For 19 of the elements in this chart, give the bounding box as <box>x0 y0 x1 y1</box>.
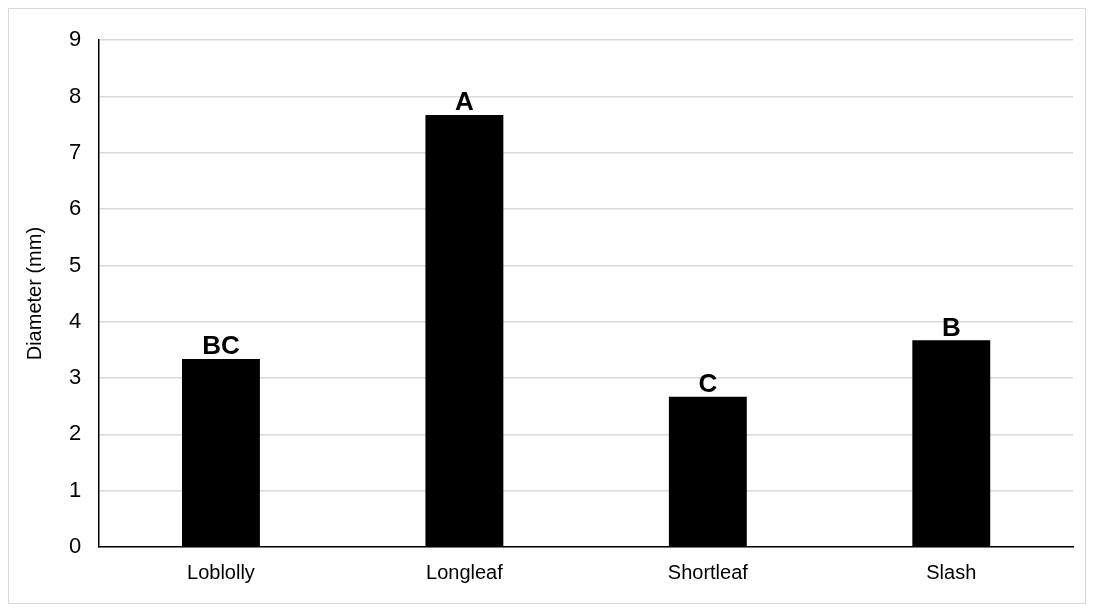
y-tick-label: 9 <box>68 26 82 52</box>
annotation: B <box>941 311 961 342</box>
annotation: BC <box>202 330 240 361</box>
y-tick-label: 1 <box>68 476 82 502</box>
y-axis-title: Diameter (mm) <box>22 226 45 361</box>
x-tick-label: Loblolly <box>187 560 255 583</box>
y-tick-label: 2 <box>68 420 82 446</box>
annotation: A <box>455 86 475 117</box>
annotation: C <box>698 367 718 398</box>
x-tick-label: Longleaf <box>426 560 504 583</box>
x-tick-label: Slash <box>926 560 977 583</box>
y-tick-label: 3 <box>68 364 82 390</box>
y-tick-label: 8 <box>68 82 82 108</box>
y-tick-label: 5 <box>68 251 82 277</box>
x-tick-label: Shortleaf <box>667 560 749 583</box>
y-tick-label: 7 <box>68 138 82 164</box>
y-tick-label: 0 <box>68 533 82 559</box>
y-tick-label: 6 <box>68 195 82 221</box>
y-tick-label: 4 <box>68 307 82 333</box>
